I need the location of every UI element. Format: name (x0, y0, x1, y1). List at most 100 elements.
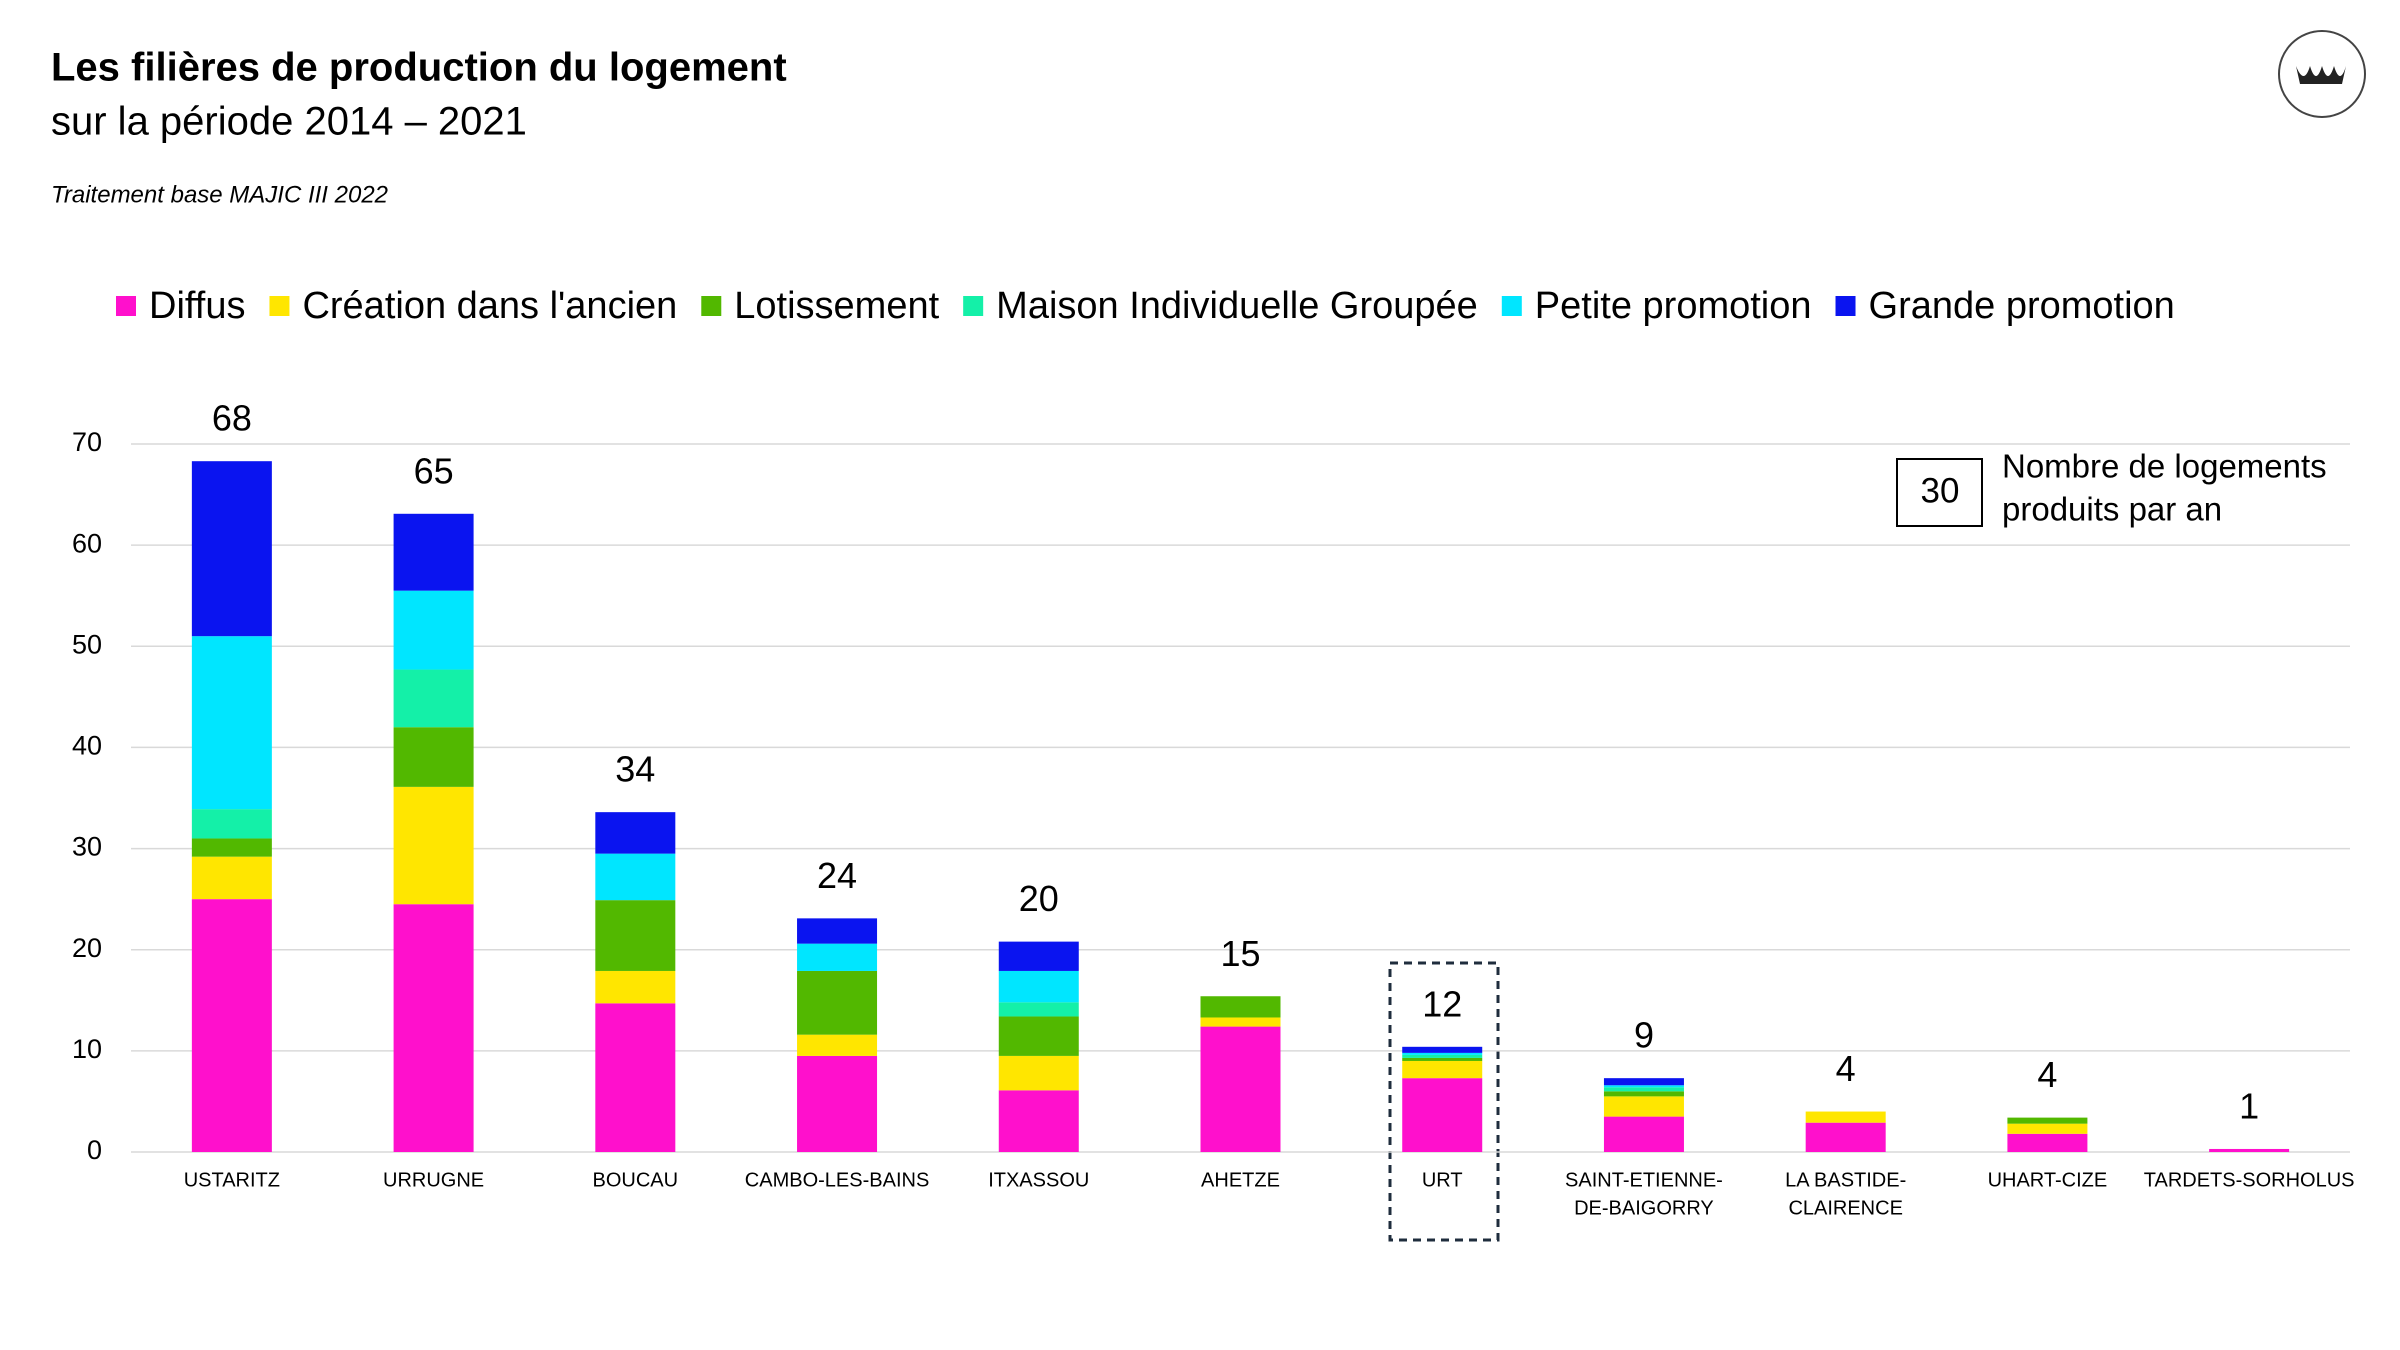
bar-segment (2007, 1133, 2088, 1152)
key-text: Nombre de logements (2002, 448, 2327, 485)
legend-swatch (1835, 296, 1856, 316)
bar-segment (393, 727, 474, 787)
total-label: 24 (817, 855, 857, 896)
bar-segment (393, 669, 474, 728)
x-tick-label: TARDETS-SORHOLUS (2144, 1169, 2355, 1191)
bar-segment (191, 899, 272, 1152)
source-note: Traitement base MAJIC III 2022 (51, 181, 388, 208)
bar-segment (998, 1055, 1079, 1091)
bar-segment (393, 513, 474, 591)
x-tick-label: AHETZE (1201, 1169, 1280, 1191)
bar-segment (998, 1002, 1079, 1017)
y-tick-label: 10 (72, 1034, 102, 1064)
legend-swatch (116, 296, 136, 316)
bar-segment (797, 943, 878, 971)
bar-segment (191, 636, 272, 810)
x-tick-label: URT (1422, 1169, 1463, 1191)
bar-segment (797, 1034, 878, 1056)
total-label: 12 (1422, 983, 1462, 1024)
x-tick-label: URRUGNE (383, 1169, 484, 1191)
x-tick-label: DE-BAIGORRY (1574, 1197, 1714, 1219)
bar-segment (191, 809, 272, 839)
total-label: 20 (1019, 878, 1059, 919)
bar-segment (998, 1090, 1079, 1152)
x-tick-label: USTARITZ (184, 1169, 280, 1191)
bar-segment (1402, 1060, 1483, 1079)
x-tick-label: CLAIRENCE (1788, 1197, 1902, 1219)
bar-segment (1200, 996, 1281, 1018)
bar-segment (595, 900, 676, 971)
bar-segment (595, 1003, 676, 1152)
y-tick-label: 30 (72, 832, 102, 862)
bar-segment (1402, 1046, 1483, 1053)
bar-segment (797, 1055, 878, 1152)
bar-segment (2209, 1148, 2290, 1152)
bar-segment (393, 590, 474, 670)
total-label: 34 (615, 749, 655, 790)
bar-segment (1603, 1096, 1684, 1117)
legend-swatch (1501, 296, 1522, 316)
bar-segment (595, 970, 676, 1004)
bar-segment (191, 838, 272, 857)
bar-segment (1402, 1078, 1483, 1152)
bar-segment (1200, 1017, 1281, 1027)
bar-segment (191, 461, 272, 637)
legend-label: Maison Individuelle Groupée (996, 285, 1478, 327)
bar-segment (1603, 1116, 1684, 1152)
logo-shape (2296, 66, 2346, 84)
legend-swatch (701, 296, 722, 316)
total-label: 4 (1836, 1048, 1856, 1089)
bar-segment (1603, 1085, 1684, 1088)
x-tick-label: UHART-CIZE (1988, 1169, 2108, 1191)
bar-segment (595, 853, 676, 901)
bar-segment (1200, 1026, 1281, 1152)
bar-segment (1402, 1057, 1483, 1061)
legend-label: Grande promotion (1869, 285, 2175, 327)
chart-title: Les filières de production du logement (51, 46, 787, 90)
x-tick-label: ITXASSOU (988, 1169, 1089, 1191)
y-tick-label: 70 (72, 427, 102, 457)
y-tick-label: 40 (72, 731, 102, 761)
total-label: 9 (1634, 1015, 1654, 1056)
bar-segment (797, 970, 878, 1035)
total-label: 68 (212, 398, 252, 439)
y-tick-label: 0 (87, 1135, 102, 1165)
bar-segment (2007, 1123, 2088, 1134)
bar-segment (1402, 1054, 1483, 1058)
highlight-box (1388, 961, 1500, 1242)
total-label: 65 (414, 450, 454, 491)
logo (2278, 30, 2366, 118)
bar-segment (1805, 1111, 1886, 1123)
bar-segment (393, 904, 474, 1152)
y-tick-label: 50 (72, 629, 102, 659)
bar-segment (1603, 1087, 1684, 1092)
key-text: produits par an (2002, 491, 2222, 528)
x-tick-label: CAMBO-LES-BAINS (745, 1169, 929, 1191)
bar-segment (393, 786, 474, 905)
legend-label: Diffus (149, 285, 245, 327)
bar-segment (998, 941, 1079, 971)
key-box (1896, 458, 1983, 527)
legend-swatch (269, 296, 290, 316)
x-tick-label: BOUCAU (593, 1169, 679, 1191)
x-tick-label: LA BASTIDE- (1785, 1169, 1906, 1191)
bar-segment (998, 970, 1079, 1003)
chart-subtitle: sur la période 2014 – 2021 (51, 100, 527, 144)
y-tick-label: 20 (72, 933, 102, 963)
bar-segment (191, 856, 272, 900)
bar-segment (1603, 1078, 1684, 1086)
legend-label: Création dans l'ancien (302, 285, 677, 327)
bar-segment (1402, 1052, 1483, 1055)
bar-segment (998, 1016, 1079, 1056)
bar-segment (2007, 1117, 2088, 1124)
legend-label: Lotissement (734, 285, 939, 327)
x-tick-label: SAINT-ETIENNE- (1565, 1169, 1723, 1191)
key-sample: 30 (1921, 471, 1960, 510)
y-tick-label: 60 (72, 528, 102, 558)
total-label: 4 (2037, 1054, 2057, 1095)
bar-segment (1805, 1122, 1886, 1152)
bar-segment (1603, 1091, 1684, 1097)
bar-segment (595, 812, 676, 854)
total-label: 15 (1220, 933, 1260, 974)
